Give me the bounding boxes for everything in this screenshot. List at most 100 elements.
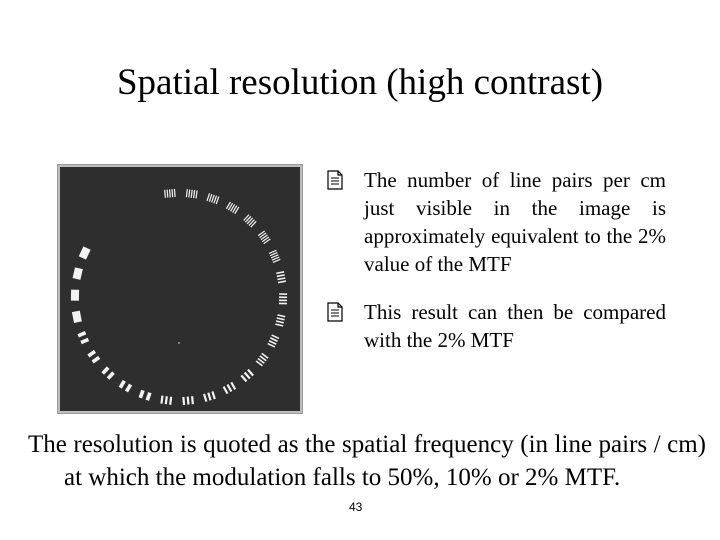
line-pair-group <box>275 314 286 327</box>
line-pair-bar <box>164 189 166 198</box>
line-pair-bar <box>211 391 216 400</box>
line-pair-bar <box>275 320 285 324</box>
line-pair-bar <box>169 396 173 405</box>
line-pair-bar <box>91 355 101 364</box>
body-paragraph: The resolution is quoted as the spatial … <box>28 431 706 491</box>
line-pair-bar <box>195 190 198 199</box>
line-pair-bar <box>191 396 194 405</box>
line-pair-bar <box>213 195 218 204</box>
line-pair-bar <box>188 189 191 198</box>
phantom-center-dot <box>178 342 180 344</box>
note-page-icon <box>327 302 343 322</box>
line-pair-bar <box>248 219 255 226</box>
line-pair-bar <box>207 392 212 401</box>
line-pair-bar <box>173 188 176 198</box>
line-pair-bar <box>190 189 193 198</box>
line-pair-bar <box>276 274 285 278</box>
line-pair-bar <box>259 232 267 239</box>
line-pair-bar <box>208 193 213 202</box>
bullet-item: This result can then be compared with th… <box>326 298 666 354</box>
line-pair-group <box>257 230 271 245</box>
line-pair-bar <box>270 337 278 342</box>
line-pair-group <box>77 330 90 345</box>
line-pair-bar <box>246 217 254 225</box>
line-pair-bar <box>276 271 285 275</box>
line-pair-bar <box>240 374 248 383</box>
line-pair-bar <box>244 215 252 223</box>
line-pair-bar <box>230 381 237 390</box>
line-pair-bar <box>78 246 91 260</box>
line-pair-group <box>78 246 91 260</box>
line-pair-bar <box>80 337 90 345</box>
line-pair-bar <box>72 267 83 280</box>
note-page-icon <box>327 170 343 190</box>
line-pair-bar <box>247 368 254 377</box>
bullet-item: The number of line pairs per cm just vis… <box>326 166 666 278</box>
line-pair-group <box>72 267 83 280</box>
line-pair-bar <box>185 189 188 198</box>
line-pair-group <box>225 201 240 215</box>
phantom-svg <box>60 167 300 411</box>
line-pair-bar <box>267 342 276 348</box>
line-pair-bar <box>250 220 257 228</box>
line-pair-bar <box>257 230 266 237</box>
line-pair-group <box>185 189 198 199</box>
line-pair-bar <box>278 302 287 305</box>
line-pair-group <box>87 349 101 364</box>
line-pair-group <box>278 293 288 305</box>
line-pair-bar <box>101 366 110 375</box>
line-pair-bar <box>206 193 211 202</box>
line-pair-bar <box>70 289 80 301</box>
line-pair-bar <box>260 234 268 241</box>
line-pair-bar <box>279 293 288 295</box>
line-pair-group <box>276 271 287 284</box>
line-pair-bar <box>225 201 231 210</box>
line-pair-bar <box>186 396 190 405</box>
line-pair-bar <box>277 314 286 318</box>
line-pair-bar <box>270 254 279 259</box>
line-pair-bar <box>272 258 281 264</box>
line-pair-bar <box>202 393 208 402</box>
line-pair-group <box>243 214 257 228</box>
line-pair-bar <box>277 280 287 284</box>
line-pair-phantom-image <box>57 164 303 414</box>
line-pair-bar <box>275 323 284 327</box>
line-pair-bar <box>261 236 270 243</box>
line-pair-bar <box>227 202 234 211</box>
line-pair-bar <box>138 389 145 399</box>
line-pair-bar <box>263 238 271 245</box>
line-pair-bar <box>234 206 240 215</box>
line-pair-bar <box>118 379 126 389</box>
line-pair-bar <box>268 340 277 345</box>
line-pair-group <box>182 396 194 406</box>
line-pair-bar <box>77 330 87 338</box>
line-pair-bar <box>271 256 280 261</box>
line-pair-bar <box>243 371 251 380</box>
line-pair-bar <box>71 310 82 323</box>
line-pair-bar <box>278 299 287 302</box>
line-pair-bar <box>279 296 288 299</box>
line-pair-group <box>101 366 115 380</box>
line-pair-group <box>222 381 237 395</box>
line-pair-bar <box>164 396 168 405</box>
line-pair-bar <box>255 360 263 367</box>
line-pair-bar <box>171 189 174 198</box>
line-pair-group <box>164 188 176 198</box>
line-pair-group <box>240 368 254 383</box>
line-pair-bar <box>124 383 133 393</box>
line-pair-bar <box>160 395 164 404</box>
line-pair-group <box>206 193 220 205</box>
line-pair-bar <box>106 371 115 380</box>
line-pair-bar <box>166 189 169 198</box>
line-pair-bar <box>269 252 278 257</box>
bullet-text: This result can then be compared with th… <box>364 300 666 352</box>
line-pair-bar <box>271 334 280 340</box>
line-pair-group <box>202 391 216 402</box>
line-pair-bar <box>230 204 236 212</box>
line-pair-group <box>255 352 269 367</box>
line-pair-bar <box>257 357 265 364</box>
page-number: 43 <box>349 500 363 514</box>
bullet-text: The number of line pairs per cm just vis… <box>364 168 666 276</box>
line-pair-bar <box>259 355 267 362</box>
line-pair-bar <box>168 189 171 198</box>
